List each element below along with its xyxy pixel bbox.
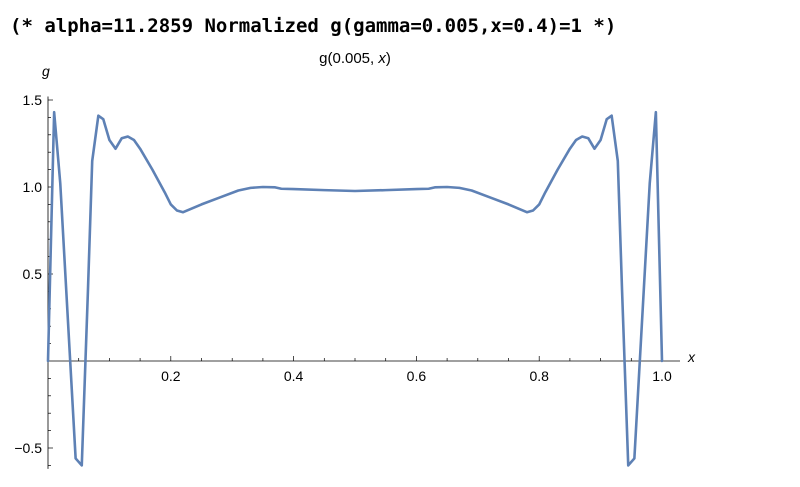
series-line-0 [46, 110, 664, 467]
chart-title-variable: x [377, 50, 386, 67]
axes [47, 96, 680, 469]
x-tick-label: 0.4 [284, 368, 304, 384]
x-tick-label: 0.2 [161, 368, 181, 384]
chart-title: g(0.005, x) [319, 50, 391, 67]
x-tick-label: 1.0 [652, 368, 672, 384]
y-axis-label: g [42, 63, 50, 79]
data-series [46, 110, 664, 467]
axis-ticks: 0.2 0.4 0.6 0.8 1.0 −0.5 0.5 1.0 1.5 [14, 92, 672, 466]
x-tick-label: 0.6 [407, 368, 427, 384]
y-tick-label: −0.5 [14, 440, 42, 456]
y-tick-label: 1.5 [23, 92, 43, 108]
chart-title-prefix: g(0.005, [319, 50, 378, 67]
x-tick-label: 0.8 [529, 368, 549, 384]
chart-title-suffix: ) [386, 50, 391, 67]
y-tick-label: 0.5 [23, 266, 43, 282]
x-axis-label: x [687, 349, 696, 365]
cell-comment: (* alpha=11.2859 Normalized g(gamma=0.00… [10, 15, 617, 37]
y-tick-label: 1.0 [23, 179, 43, 195]
